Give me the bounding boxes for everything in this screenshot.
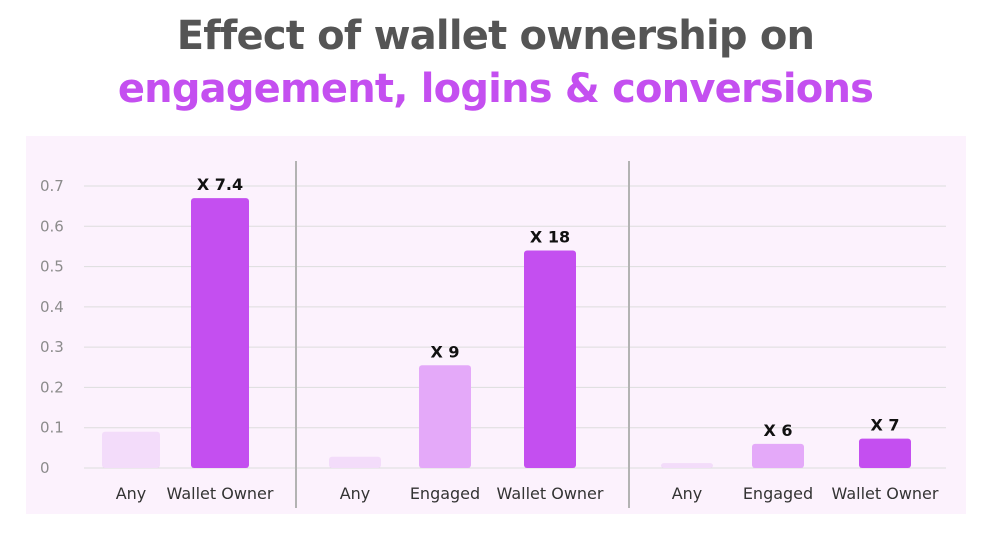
y-tick-label: 0 (40, 459, 50, 477)
data-label: X 7.4 (197, 175, 243, 194)
bar-engaged (752, 443, 804, 468)
bar-any (661, 463, 713, 468)
bar-wallet-owner (859, 438, 911, 468)
bar-wallet-owner (191, 198, 249, 469)
bar-chart: 0 0.1 0.2 0.3 0.4 0.5 0.6 0.7 Any X 7.4 Wallet Own… (40, 161, 946, 508)
title-line-1: Effect of wallet ownership on (176, 13, 815, 59)
category-label: Engaged (410, 484, 480, 503)
chart-title: Effect of wallet ownership on engagement… (0, 10, 991, 116)
data-label: X 9 (430, 342, 459, 361)
category-label: Engaged (743, 484, 813, 503)
chart-panel: 0 0.1 0.2 0.3 0.4 0.5 0.6 0.7 Any X 7.4 Wallet Own… (26, 136, 966, 514)
data-label: X 6 (763, 421, 792, 440)
bar-engaged (419, 365, 471, 468)
y-tick-label: 0.6 (40, 217, 64, 235)
y-tick-label: 0.5 (40, 258, 64, 276)
bar-wallet-owner (524, 250, 576, 468)
category-label: Wallet Owner (497, 484, 604, 503)
category-label: Wallet Owner (832, 484, 939, 503)
category-label: Any (340, 484, 371, 503)
y-tick-label: 0.4 (40, 298, 64, 316)
category-label: Any (116, 484, 147, 503)
y-tick-label: 0.1 (40, 419, 64, 437)
data-label: X 7 (870, 416, 899, 435)
category-label: Any (672, 484, 703, 503)
y-tick-label: 0.3 (40, 338, 64, 356)
title-line-2: engagement, logins & conversions (117, 66, 874, 112)
y-tick-label: 0.2 (40, 378, 64, 396)
y-tick-label: 0.7 (40, 177, 64, 195)
data-label: X 18 (530, 227, 570, 246)
bar-any (102, 431, 160, 468)
category-label: Wallet Owner (167, 484, 274, 503)
bar-any (329, 456, 381, 468)
